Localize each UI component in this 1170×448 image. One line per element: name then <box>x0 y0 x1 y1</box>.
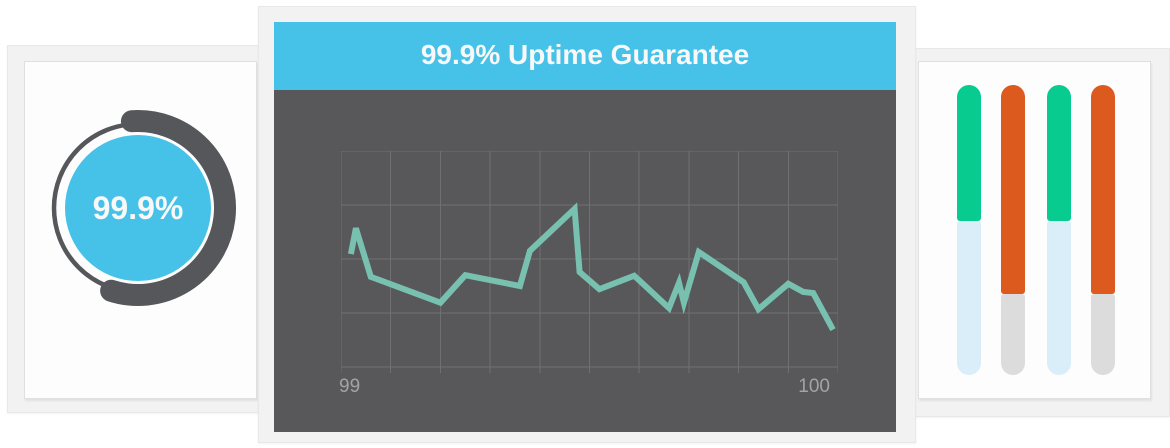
x-axis-label-left: 99 <box>339 376 361 397</box>
bar <box>1047 85 1071 375</box>
bar <box>1091 85 1115 375</box>
gauge-rings <box>33 103 243 318</box>
bar-chart <box>919 62 1150 398</box>
bar-top-segment <box>1047 85 1071 221</box>
bar-bottom-segment <box>957 221 981 375</box>
uptime-chart-card: 99.9% Uptime Guarantee 99 100 <box>258 6 916 443</box>
bar <box>1001 85 1025 375</box>
gauge-value: 99.9% <box>92 189 184 226</box>
bar-top-segment <box>1001 85 1025 294</box>
bar-bottom-segment <box>1001 294 1025 375</box>
bars-panel <box>918 61 1151 399</box>
bar-bottom-segment <box>1047 221 1071 375</box>
line-chart-plot <box>340 150 839 375</box>
bar-top-segment <box>957 85 981 221</box>
chart-title: 99.9% Uptime Guarantee <box>420 39 750 70</box>
bar <box>957 85 981 375</box>
bars-card <box>895 48 1170 417</box>
bar-bottom-segment <box>1091 294 1115 375</box>
chart-body: 99 100 <box>274 90 896 432</box>
x-axis-label-right: 100 <box>798 376 830 397</box>
uptime-chart-panel: 99.9% Uptime Guarantee 99 100 <box>274 22 896 432</box>
gauge-card: 99.9% <box>7 45 272 413</box>
chart-header: 99.9% Uptime Guarantee <box>274 22 896 90</box>
bar-top-segment <box>1091 85 1115 294</box>
uptime-gauge-donut: 99.9% <box>33 103 243 313</box>
gauge-panel: 99.9% <box>24 61 257 399</box>
